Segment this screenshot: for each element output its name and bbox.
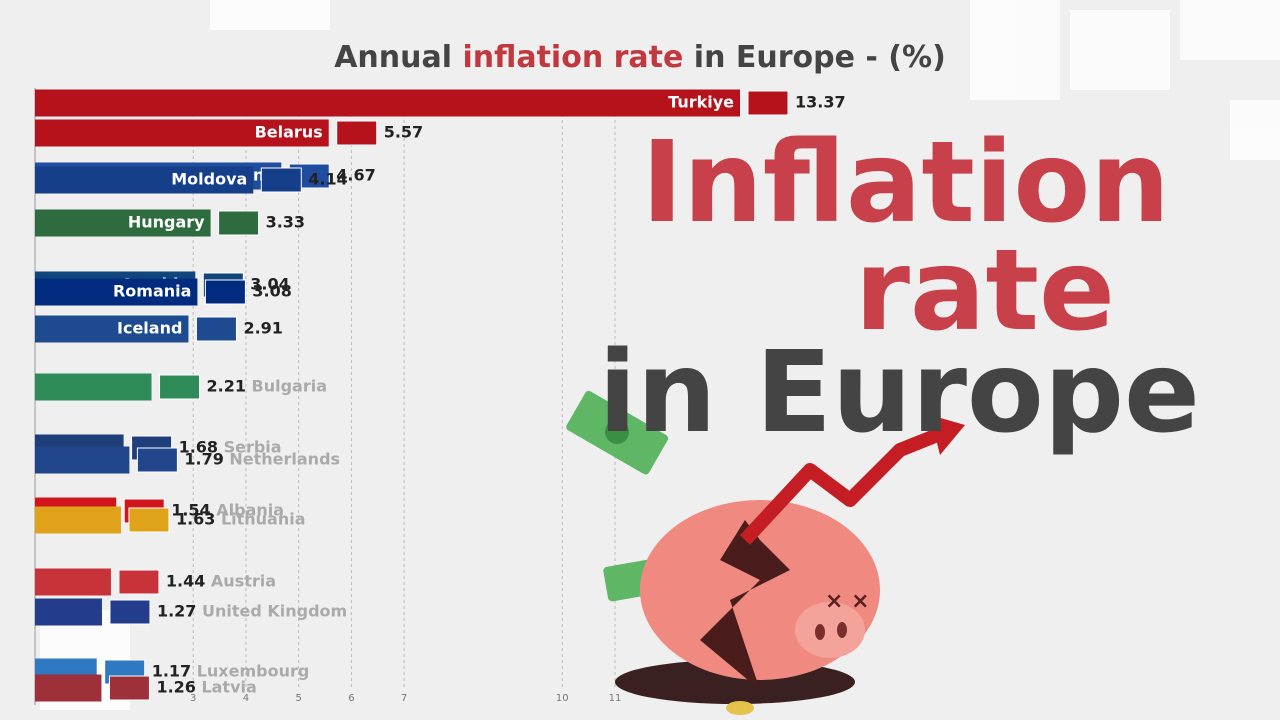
- flag: [195, 316, 237, 342]
- overlay-title: rate: [855, 226, 1115, 356]
- value-label: 3.08: [252, 282, 291, 301]
- flag: [159, 374, 201, 400]
- x-tick-label: 10: [556, 693, 569, 704]
- x-tick-label: 5: [295, 693, 301, 704]
- bar-label: Netherlands: [229, 450, 340, 469]
- bar: [35, 598, 102, 626]
- bar-label: Lithuania: [221, 510, 306, 529]
- x-tick-label: 4: [243, 693, 249, 704]
- x-tick-label: 11: [609, 693, 622, 704]
- x-tick-label: 3: [190, 693, 196, 704]
- bar: [35, 674, 102, 702]
- bar-label: Romania: [113, 282, 191, 301]
- bar-label: Turkiye: [668, 93, 734, 112]
- value-label: 13.37: [795, 93, 846, 112]
- value-label: 4.14: [308, 170, 347, 189]
- bar-label: Latvia: [201, 678, 256, 697]
- x-tick-label: 6: [348, 693, 354, 704]
- flag: [109, 599, 151, 625]
- title-part: in Europe - (%): [683, 40, 945, 75]
- bar-label: Moldova: [171, 170, 247, 189]
- bar-label: Belarus: [255, 123, 323, 142]
- value-label: 1.63: [176, 510, 215, 529]
- bar-label: Serbia: [224, 438, 282, 457]
- title-part: Annual: [334, 40, 462, 75]
- value-label: 1.68: [179, 438, 218, 457]
- value-label: 1.44: [166, 572, 205, 591]
- flag: [260, 167, 302, 193]
- title-part: inflation rate: [462, 40, 683, 75]
- bar-label: United Kingdom: [202, 602, 347, 621]
- flag: [128, 507, 170, 533]
- bar: [35, 278, 198, 306]
- value-label: 2.91: [243, 319, 282, 338]
- bar: [35, 373, 152, 401]
- value-label: 1.27: [157, 602, 196, 621]
- flag: [218, 210, 260, 236]
- bar-label: Iceland: [117, 319, 182, 338]
- x-tick-label: 7: [401, 693, 407, 704]
- flag: [336, 120, 378, 146]
- flag: [747, 90, 789, 116]
- flag: [108, 675, 150, 701]
- bar: [35, 568, 111, 596]
- bar-label: Luxembourg: [197, 662, 310, 681]
- value-label: 3.04: [250, 275, 289, 294]
- value-label: 2.21: [207, 377, 246, 396]
- bar-label: Bulgaria: [252, 377, 327, 396]
- bar: [35, 89, 740, 117]
- background-squares: [40, 0, 1280, 710]
- flag: [204, 279, 246, 305]
- value-label: 4.67: [336, 166, 375, 185]
- flag: [118, 569, 160, 595]
- bars: 13.37Turkiye5.57Belarus4.67Ukraine4.14Mo…: [35, 89, 846, 702]
- illustration: × ×: [566, 390, 965, 715]
- svg-text:× ×: × ×: [825, 589, 870, 614]
- flag: [136, 447, 178, 473]
- value-label: 1.17: [152, 662, 191, 681]
- bar: [35, 446, 130, 474]
- bar: [35, 209, 211, 237]
- bar: [35, 166, 254, 194]
- chart-title: Annual inflation rate in Europe - (%): [334, 40, 946, 75]
- bar: [35, 315, 189, 343]
- value-label: 1.54: [171, 501, 210, 520]
- overlay-title: Inflation: [641, 118, 1170, 248]
- bar-label: Albania: [216, 501, 284, 520]
- value-label: 1.26: [156, 678, 195, 697]
- bar-label: Hungary: [128, 213, 205, 232]
- bar-label: Austria: [211, 572, 276, 591]
- value-label: 5.57: [384, 123, 423, 142]
- bar: [35, 506, 121, 534]
- bar: [35, 119, 329, 147]
- value-label: 1.79: [184, 450, 223, 469]
- value-label: 3.33: [266, 213, 305, 232]
- overlay-title: in Europe: [598, 328, 1200, 458]
